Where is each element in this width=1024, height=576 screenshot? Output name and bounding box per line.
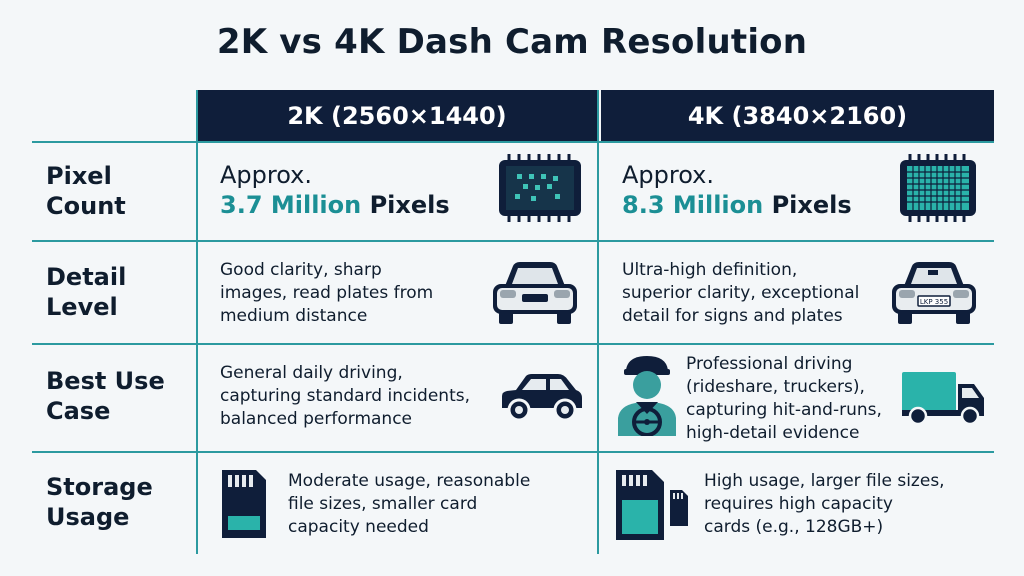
svg-text:LKP 355: LKP 355 bbox=[920, 298, 948, 306]
grid-divider bbox=[32, 451, 994, 453]
row-label-pixel-count: Pixel Count bbox=[46, 162, 126, 220]
sparse-pixel-chip-icon bbox=[499, 154, 581, 222]
best-use-4k: Professional driving (rideshare, truckers… bbox=[686, 354, 882, 443]
grid-divider bbox=[32, 343, 994, 345]
column-header-4k: 4K (3840×2160) bbox=[601, 90, 994, 142]
dense-pixel-chip-icon bbox=[900, 154, 976, 222]
hatchback-car-icon bbox=[502, 374, 582, 422]
detail-level-2k: Good clarity, sharp images, read plates f… bbox=[220, 260, 434, 326]
column-header-2k: 2K (2560×1440) bbox=[197, 90, 597, 142]
storage-usage-2k: Moderate usage, reasonable file sizes, sm… bbox=[288, 471, 531, 537]
sd-card-icon bbox=[222, 470, 266, 538]
grid-divider bbox=[597, 90, 599, 554]
pixel-count-4k: Approx. 8.3 Million Pixels bbox=[622, 161, 852, 219]
car-front-icon: LKP 355 bbox=[892, 262, 976, 324]
delivery-truck-icon bbox=[902, 372, 984, 426]
professional-driver-icon bbox=[618, 356, 676, 436]
best-use-2k: General daily driving, capturing standard… bbox=[220, 363, 471, 429]
row-label-storage-usage: Storage Usage bbox=[46, 473, 153, 531]
high-capacity-sd-card-icon bbox=[616, 470, 688, 540]
page-title: 2K vs 4K Dash Cam Resolution bbox=[216, 22, 808, 62]
grid-divider bbox=[32, 240, 994, 242]
grid-divider bbox=[32, 141, 994, 143]
row-label-best-use-case: Best Use Case bbox=[46, 367, 165, 425]
pixel-count-2k: Approx. 3.7 Million Pixels bbox=[220, 161, 450, 219]
detail-level-4k: Ultra-high definition, superior clarity, … bbox=[622, 260, 860, 326]
car-front-icon bbox=[493, 262, 577, 324]
storage-usage-4k: High usage, larger file sizes, requires h… bbox=[704, 471, 945, 537]
row-label-detail-level: Detail Level bbox=[46, 263, 127, 321]
grid-divider bbox=[196, 90, 198, 554]
